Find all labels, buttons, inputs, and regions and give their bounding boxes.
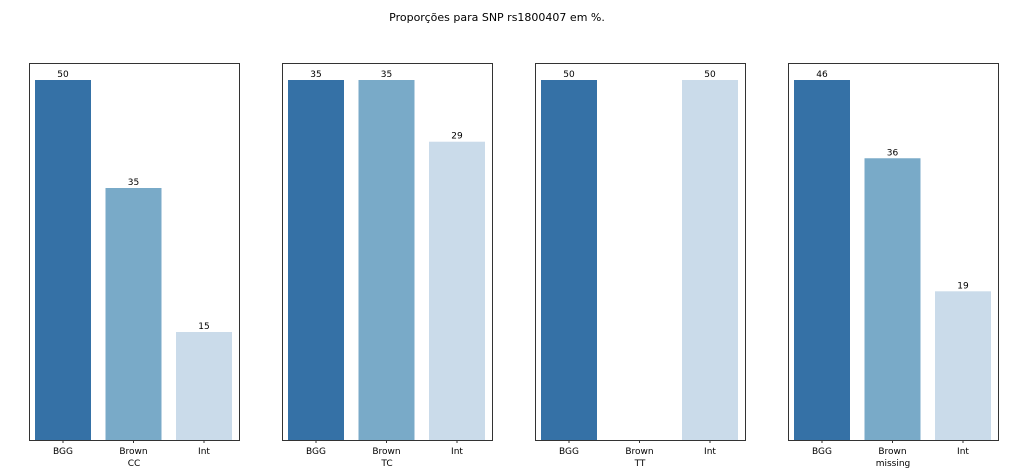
- bar-CC-BGG: [35, 80, 91, 440]
- bar-TC-BGG: [288, 80, 344, 440]
- data-label-TT-BGG: 50: [563, 70, 575, 80]
- subplot-missing: 46 BGG 36 Brown 19 Int missing: [788, 63, 999, 469]
- subplot-frame-missing: [788, 63, 999, 441]
- bar-TT-BGG: [541, 80, 597, 440]
- data-label-TC-BGG: 35: [310, 70, 321, 80]
- figure-title: Proporções para SNP rs1800407 em %.: [389, 11, 605, 24]
- x-axis-label-CC: CC: [128, 459, 141, 469]
- subplot-grid: 50 BGG 35 Brown 15 Int CC 35 BGG 35 Brown 29 Int TC 50…: [29, 63, 999, 469]
- x-axis-label-TC: TC: [380, 459, 392, 469]
- x-tick-label-TT-BGG: BGG: [559, 447, 579, 457]
- bar-TC-Brown: [358, 80, 415, 440]
- bar-TC-Int: [429, 141, 485, 440]
- x-tick-label-CC-BGG: BGG: [53, 447, 73, 457]
- subplot-TC: 35 BGG 35 Brown 29 Int TC: [282, 63, 493, 469]
- data-label-missing-BGG: 46: [816, 70, 828, 80]
- bar-CC-Brown: [105, 188, 162, 440]
- x-tick-label-TC-Brown: Brown: [372, 447, 400, 457]
- bar-CC-Int: [176, 332, 232, 440]
- data-label-CC-Brown: 35: [128, 178, 139, 188]
- x-tick-label-missing-BGG: BGG: [812, 447, 832, 457]
- x-axis-label-missing: missing: [876, 459, 911, 469]
- bar-missing-Int: [935, 291, 991, 440]
- subplot-TT: 50 BGG Brown 50 Int TT: [535, 63, 746, 469]
- x-tick-label-TC-Int: Int: [451, 447, 463, 457]
- subplot-frame-CC: [29, 63, 240, 441]
- bar-TT-Int: [682, 80, 738, 440]
- data-label-TC-Int: 29: [451, 132, 463, 142]
- data-label-CC-BGG: 50: [57, 70, 69, 80]
- data-label-missing-Brown: 36: [887, 148, 899, 158]
- data-label-TC-Brown: 35: [381, 70, 392, 80]
- x-tick-label-TT-Brown: Brown: [625, 447, 653, 457]
- x-tick-label-CC-Int: Int: [198, 447, 210, 457]
- data-label-CC-Int: 15: [198, 322, 209, 332]
- bar-missing-Brown: [864, 158, 921, 440]
- subplot-frame-TC: [282, 63, 493, 441]
- x-tick-label-TT-Int: Int: [704, 447, 716, 457]
- subplot-CC: 50 BGG 35 Brown 15 Int CC: [29, 63, 240, 469]
- x-axis-label-TT: TT: [634, 459, 646, 469]
- bar-missing-BGG: [794, 80, 850, 440]
- data-label-TT-Int: 50: [704, 70, 716, 80]
- x-tick-label-missing-Int: Int: [957, 447, 969, 457]
- x-tick-label-CC-Brown: Brown: [119, 447, 147, 457]
- data-label-missing-Int: 19: [957, 281, 969, 291]
- x-tick-label-missing-Brown: Brown: [878, 447, 906, 457]
- subplot-frame-TT: [535, 63, 746, 441]
- x-tick-label-TC-BGG: BGG: [306, 447, 326, 457]
